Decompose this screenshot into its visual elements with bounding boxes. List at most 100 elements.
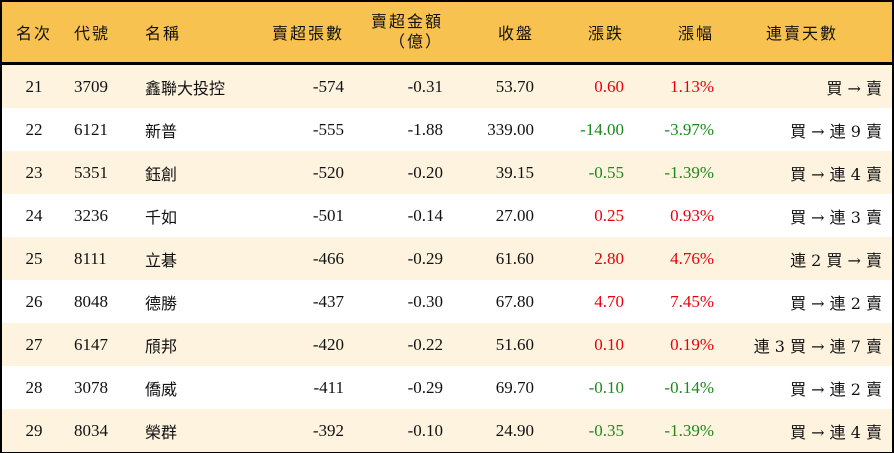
table-row[interactable]: 28 3078 僑威 -411 -0.29 69.70 -0.10 -0.14% 買 → 連 2… — [2, 366, 892, 409]
header-code: 代號 — [74, 24, 111, 43]
streak-cell: 買 → 連 2 賣 — [790, 379, 882, 399]
net-sell-lots-cell: -411 — [313, 377, 344, 397]
net-sell-amount-cell: -0.29 — [407, 377, 443, 397]
streak-cell: 買 → 連 3 賣 — [790, 207, 882, 227]
rank-cell: 26 — [25, 291, 43, 311]
net-sell-lots-cell: -437 — [312, 291, 344, 311]
net-sell-amount-cell: -1.88 — [407, 119, 443, 139]
table-row[interactable]: 26 8048 德勝 -437 -0.30 67.80 4.70 7.45% 買 → 連 2 賣 — [2, 280, 892, 323]
table-row[interactable]: 24 3236 千如 -501 -0.14 27.00 0.25 0.93% 買 → 連 3 賣 — [2, 194, 892, 237]
change-cell: -0.55 — [588, 162, 624, 182]
code-cell: 6147 — [74, 334, 108, 354]
net-sell-lots-cell: -420 — [312, 334, 344, 354]
header-close: 收盤 — [497, 24, 534, 43]
header-change: 漲跌 — [587, 24, 624, 43]
name-cell: 鈺創 — [145, 164, 178, 184]
code-cell: 3236 — [74, 205, 108, 225]
change-pct-cell: -1.39% — [664, 420, 714, 440]
net-sell-amount-cell: -0.14 — [407, 205, 443, 225]
change-cell: 2.80 — [594, 248, 624, 268]
change-cell: 0.60 — [594, 76, 624, 96]
rank-cell: 22 — [25, 119, 43, 139]
close-cell: 61.60 — [495, 248, 534, 268]
code-cell: 5351 — [74, 162, 108, 182]
change-pct-cell: 1.13% — [670, 76, 714, 96]
net-sell-lots-cell: -466 — [312, 248, 344, 268]
net-sell-amount-cell: -0.22 — [407, 334, 443, 354]
net-sell-amount-cell: -0.30 — [407, 291, 443, 311]
table-row[interactable]: 22 6121 新普 -555 -1.88 339.00 -14.00 -3.97% 買 → 連… — [2, 108, 892, 151]
change-pct-cell: 0.93% — [670, 205, 714, 225]
close-cell: 53.70 — [495, 76, 534, 96]
header-net-sell-amount-unit: （億） — [388, 32, 443, 51]
change-cell: -0.10 — [588, 377, 624, 397]
rank-cell: 25 — [25, 248, 43, 268]
change-pct-cell: 4.76% — [670, 248, 714, 268]
streak-cell: 買 → 連 4 賣 — [790, 164, 882, 184]
net-sell-lots-cell: -501 — [312, 205, 344, 225]
change-pct-cell: 7.45% — [670, 291, 714, 311]
net-sell-amount-cell: -0.29 — [407, 248, 443, 268]
net-sell-amount-cell: -0.20 — [407, 162, 443, 182]
change-cell: -14.00 — [580, 119, 624, 139]
streak-cell: 買 → 連 9 賣 — [790, 121, 882, 141]
header-rank: 名次 — [15, 24, 52, 43]
streak-cell: 買 → 賣 — [826, 78, 882, 98]
change-pct-cell: -3.97% — [664, 119, 714, 139]
change-cell: -0.35 — [588, 420, 624, 440]
name-cell: 榮群 — [145, 422, 178, 442]
table-row[interactable]: 23 5351 鈺創 -520 -0.20 39.15 -0.55 -1.39% 買 → 連 4… — [2, 151, 892, 194]
streak-cell: 買 → 連 2 賣 — [790, 293, 882, 313]
name-cell: 僑威 — [145, 379, 178, 399]
net-sell-lots-cell: -574 — [312, 76, 344, 96]
table-row[interactable]: 27 6147 頎邦 -420 -0.22 51.60 0.10 0.19% 連 3 買 → 連… — [2, 323, 892, 366]
change-cell: 0.10 — [594, 334, 624, 354]
header-net-sell-lots: 賣超張數 — [271, 24, 344, 43]
net-sell-lots-cell: -392 — [312, 420, 344, 440]
rank-cell: 21 — [25, 76, 43, 96]
table-header: 名次 代號 名稱 賣超張數 賣超金額 （億） 收盤 漲跌 漲幅 連賣天數 — [2, 2, 892, 65]
table-row[interactable]: 25 8111 立碁 -466 -0.29 61.60 2.80 4.76% 連 2 買 → 賣 — [2, 237, 892, 280]
net-sell-amount-cell: -0.31 — [407, 76, 443, 96]
name-cell: 新普 — [145, 121, 178, 141]
change-pct-cell: -1.39% — [664, 162, 714, 182]
close-cell: 69.70 — [495, 377, 534, 397]
header-net-sell-amount: 賣超金額 （億） — [352, 2, 443, 62]
rank-cell: 27 — [25, 334, 43, 354]
table-row[interactable]: 21 3709 鑫聯大投控 -574 -0.31 53.70 0.60 1.13% 買 → 賣 — [2, 65, 892, 108]
code-cell: 8048 — [74, 291, 108, 311]
header-net-sell-amount-label: 賣超金額 — [370, 12, 443, 31]
name-cell: 鑫聯大投控 — [145, 78, 226, 98]
header-streak: 連賣天數 — [765, 24, 838, 43]
name-cell: 千如 — [145, 207, 178, 227]
header-name: 名稱 — [145, 24, 182, 43]
code-cell: 3078 — [74, 377, 108, 397]
code-cell: 3709 — [74, 76, 108, 96]
close-cell: 24.90 — [495, 420, 534, 440]
name-cell: 德勝 — [145, 293, 178, 313]
name-cell: 頎邦 — [145, 336, 178, 356]
code-cell: 8034 — [74, 420, 108, 440]
header-change-pct: 漲幅 — [677, 24, 714, 43]
streak-cell: 連 3 買 → 連 7 賣 — [753, 336, 882, 356]
rank-cell: 23 — [25, 162, 43, 182]
code-cell: 8111 — [74, 248, 107, 268]
name-cell: 立碁 — [145, 250, 178, 270]
table-row[interactable]: 29 8034 榮群 -392 -0.10 24.90 -0.35 -1.39% 買 → 連 4… — [2, 409, 892, 452]
close-cell: 67.80 — [495, 291, 534, 311]
change-cell: 0.25 — [594, 205, 624, 225]
close-cell: 339.00 — [487, 119, 534, 139]
change-cell: 4.70 — [594, 291, 624, 311]
net-sell-lots-cell: -555 — [312, 119, 344, 139]
streak-cell: 買 → 連 4 賣 — [790, 422, 882, 442]
change-pct-cell: 0.19% — [670, 334, 714, 354]
net-sell-lots-cell: -520 — [312, 162, 344, 182]
close-cell: 51.60 — [495, 334, 534, 354]
rank-cell: 28 — [25, 377, 43, 397]
rank-cell: 24 — [25, 205, 43, 225]
net-sell-amount-cell: -0.10 — [407, 420, 443, 440]
close-cell: 39.15 — [495, 162, 534, 182]
close-cell: 27.00 — [495, 205, 534, 225]
